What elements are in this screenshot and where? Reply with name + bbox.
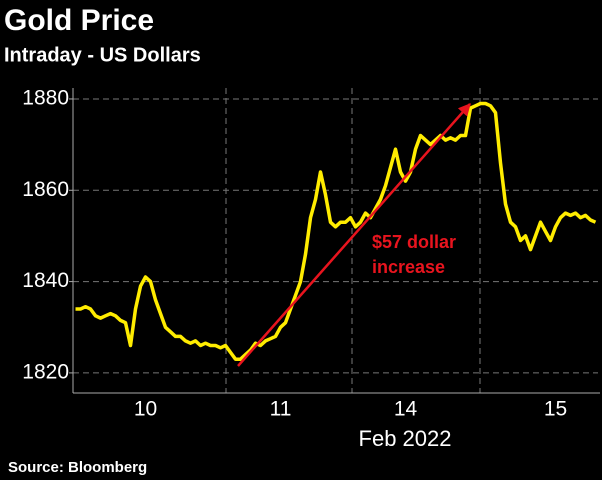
x-sublabel: Feb 2022 xyxy=(359,426,452,451)
chart-title: Gold Price xyxy=(4,4,154,37)
annotation-arrow xyxy=(237,103,471,367)
y-tick-label: 1860 xyxy=(22,178,69,201)
x-tick-label: 10 xyxy=(134,398,157,421)
chart-subtitle: Intraday - US Dollars xyxy=(4,44,201,66)
annotation: $57 dollar xyxy=(372,232,456,252)
y-tick-label: 1880 xyxy=(22,87,69,110)
y-tick-label: 1820 xyxy=(22,360,69,383)
y-tick-label: 1840 xyxy=(22,269,69,292)
x-tick-label: 11 xyxy=(270,398,292,421)
annotation: increase xyxy=(372,257,445,277)
source: Source: Bloomberg xyxy=(8,459,147,476)
x-tick-label: 14 xyxy=(394,398,418,421)
x-tick-label: 15 xyxy=(544,398,567,421)
price-line xyxy=(75,101,597,361)
